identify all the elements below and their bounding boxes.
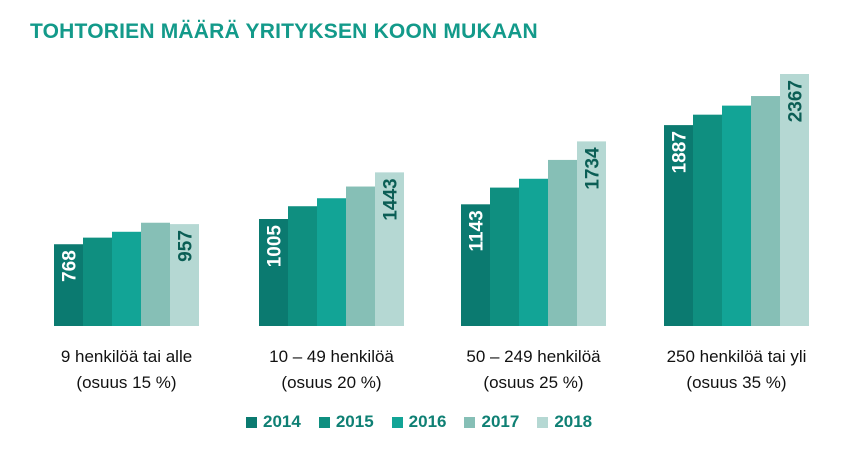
bar-2018-cat-2: [375, 172, 404, 326]
legend: 2014 2015 2016 2017 2018: [246, 412, 592, 432]
bar-2015-cat-4: [693, 114, 722, 326]
data-label-2018-cat-4: 2367: [786, 80, 807, 122]
category-label-1-line-1: 9 henkilöä tai alle: [61, 347, 192, 366]
bar-2017-cat-1: [141, 222, 170, 326]
legend-swatch-2018: [537, 416, 549, 428]
category-label-2-line-2: (osuus 20 %): [281, 373, 381, 392]
bar-2018-cat-1: [170, 224, 199, 326]
chart-title: TOHTORIEN MÄÄRÄ YRITYKSEN KOON MUKAAN: [30, 20, 538, 43]
data-label-2018-cat-3: 1734: [583, 147, 604, 190]
bar-2016-cat-1: [112, 231, 141, 326]
data-label-2014-cat-3: 1143: [467, 210, 488, 251]
legend-label-2016: 2016: [408, 412, 447, 431]
data-label-2018-cat-2: 1443: [381, 178, 402, 220]
category-labels-layer: 9 henkilöä tai alle (osuus 15 %) 10 – 49 h…: [61, 347, 807, 392]
bar-2017-cat-3: [548, 159, 577, 326]
legend-item-2014: 2014: [246, 412, 301, 432]
bar-2017-cat-4: [751, 96, 780, 326]
data-label-2014-cat-2: 1005: [265, 225, 286, 268]
legend-item-2018: 2018: [537, 412, 592, 432]
legend-swatch-2014: [246, 416, 257, 428]
bar-2016-cat-2: [317, 198, 346, 326]
bar-2014-cat-4: [664, 125, 693, 326]
legend-item-2015: 2015: [318, 412, 374, 432]
category-label-3-line-1: 50 – 249 henkilöä: [466, 347, 601, 366]
legend-label-2017: 2017: [481, 412, 520, 431]
data-label-2014-cat-1: 768: [60, 250, 81, 282]
bars-layer: [54, 74, 809, 326]
bar-2014-cat-1: [54, 244, 83, 326]
bar-2014-cat-2: [259, 219, 288, 326]
bar-2018-cat-3: [577, 141, 606, 326]
data-labels-layer: 768 1005 1143 1887 957 1443 1734 2367: [60, 80, 807, 282]
legend-label-2014: 2014: [263, 412, 301, 431]
bar-2018-cat-4: [780, 74, 809, 326]
legend-item-2016: 2016: [391, 412, 447, 432]
category-label-3-line-2: (osuus 25 %): [483, 373, 583, 392]
bar-2014-cat-3: [461, 204, 490, 326]
bar-2015-cat-2: [288, 206, 317, 326]
bar-2016-cat-4: [722, 105, 751, 326]
data-label-2014-cat-4: 1887: [670, 131, 691, 173]
legend-swatch-2015: [318, 416, 330, 428]
bar-2015-cat-1: [83, 237, 112, 326]
category-label-2-line-1: 10 – 49 henkilöä: [269, 347, 394, 366]
bar-2016-cat-3: [519, 178, 548, 326]
legend-item-2017: 2017: [464, 412, 519, 432]
data-label-2018-cat-1: 957: [176, 230, 197, 262]
category-label-1-line-2: (osuus 15 %): [76, 373, 176, 392]
legend-swatch-2017: [464, 416, 476, 428]
legend-swatch-2016: [391, 416, 403, 428]
legend-label-2018: 2018: [554, 412, 593, 431]
legend-label-2015: 2015: [335, 412, 374, 431]
bar-2017-cat-2: [346, 186, 375, 326]
category-label-4-line-1: 250 henkilöä tai yli: [667, 347, 807, 366]
category-label-4-line-2: (osuus 35 %): [686, 373, 786, 392]
bar-2015-cat-3: [490, 187, 519, 326]
